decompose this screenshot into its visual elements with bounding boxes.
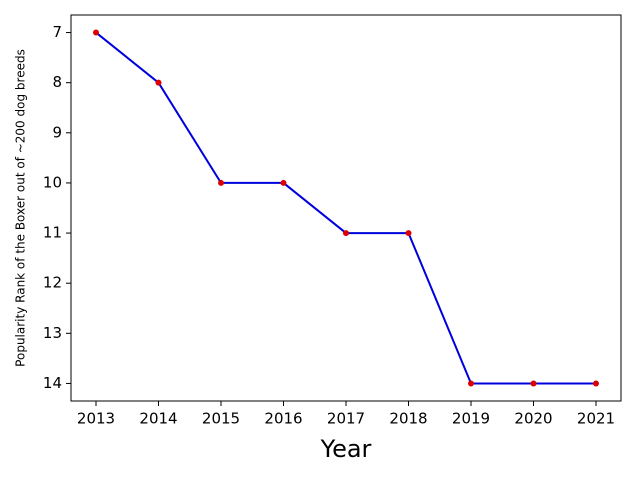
point [155, 79, 162, 86]
point [218, 179, 224, 186]
y-tick-label: 12 [43, 274, 62, 292]
plot-frame [70, 14, 622, 402]
x-tick-label: 2013 [77, 410, 115, 428]
x-axis-label: Year [320, 435, 372, 463]
point [280, 179, 287, 186]
point [468, 380, 474, 387]
x-tick-label: 2020 [514, 410, 552, 428]
y-tick-label: 10 [43, 173, 62, 191]
y-tick-label: 14 [43, 374, 62, 392]
point [405, 230, 412, 237]
x-tick-label: 2018 [389, 410, 427, 428]
x-tick-label: 2014 [139, 410, 177, 428]
x-tick-label: 2021 [577, 410, 615, 428]
y-tick-label: 11 [43, 224, 62, 242]
y-tick-label: 9 [52, 123, 62, 141]
x-tick-label: 2019 [452, 410, 490, 428]
x-tick-label: 2016 [264, 410, 302, 428]
y-tick-label: 7 [52, 23, 62, 41]
y-tick-label: 13 [43, 324, 62, 342]
y-tick-label: 8 [52, 73, 62, 91]
point [93, 29, 99, 36]
point [343, 230, 349, 237]
x-tick-label: 2015 [202, 410, 240, 428]
x-tick-label: 2017 [327, 410, 365, 428]
y-axis-label: Popularity Rank of the Boxer out of ~200… [14, 49, 28, 367]
point [530, 380, 537, 387]
point [593, 380, 599, 387]
line [95, 31, 596, 385]
